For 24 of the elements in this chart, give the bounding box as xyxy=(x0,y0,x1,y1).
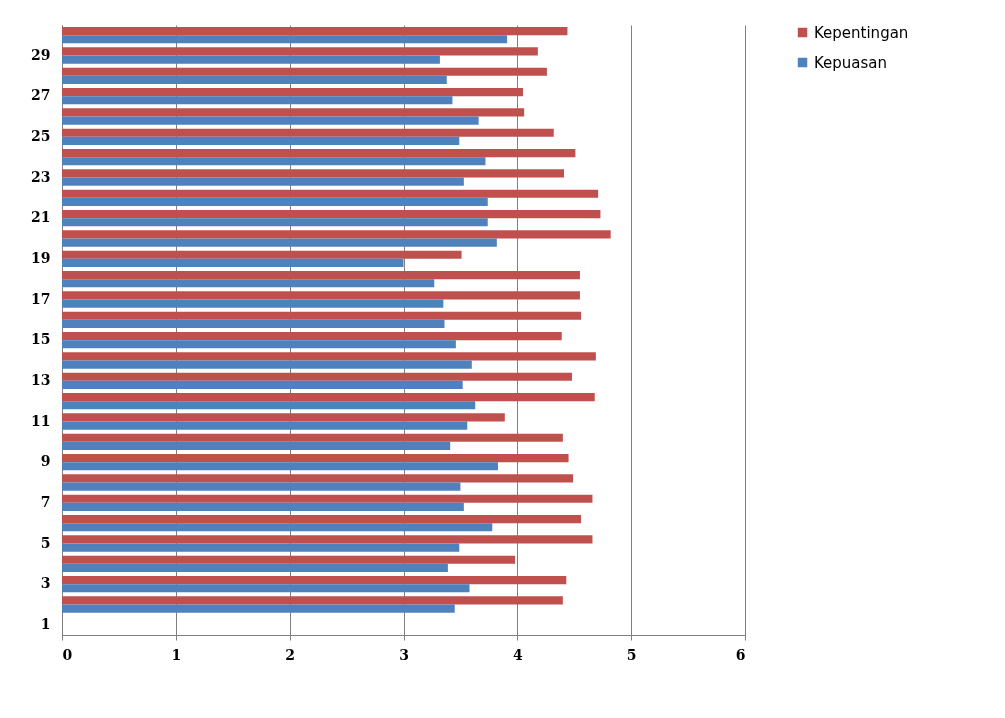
y-tick-label: 27 xyxy=(31,87,51,104)
x-tick-label: 4 xyxy=(512,646,523,663)
y-tick-label: 13 xyxy=(31,371,51,388)
y-tick-label: 9 xyxy=(40,453,51,470)
y-tick-label: 1 xyxy=(40,615,51,632)
y-tick-label: 29 xyxy=(31,46,51,63)
y-tick-label: 19 xyxy=(31,249,51,266)
y-tick-label: 15 xyxy=(31,331,51,348)
y-tick-label: 5 xyxy=(40,534,51,551)
legend-label: Kepuasan xyxy=(814,53,888,72)
x-tick-label: 5 xyxy=(626,646,637,663)
x-tick-label: 1 xyxy=(171,646,182,663)
x-tick-label: 0 xyxy=(62,646,73,663)
y-tick-label: 23 xyxy=(31,168,51,185)
y-tick-label: 21 xyxy=(31,209,51,226)
x-tick-label: 2 xyxy=(285,646,296,663)
y-tick-label: 11 xyxy=(31,412,51,429)
x-tick-label: 3 xyxy=(399,646,409,663)
x-tick-label: 6 xyxy=(735,646,746,663)
y-tick-label: 7 xyxy=(40,493,51,510)
y-tick-label: 17 xyxy=(31,290,51,307)
y-tick-label: 25 xyxy=(31,127,51,144)
y-tick-label: 3 xyxy=(40,575,51,592)
legend-label: Kepentingan xyxy=(814,23,909,42)
